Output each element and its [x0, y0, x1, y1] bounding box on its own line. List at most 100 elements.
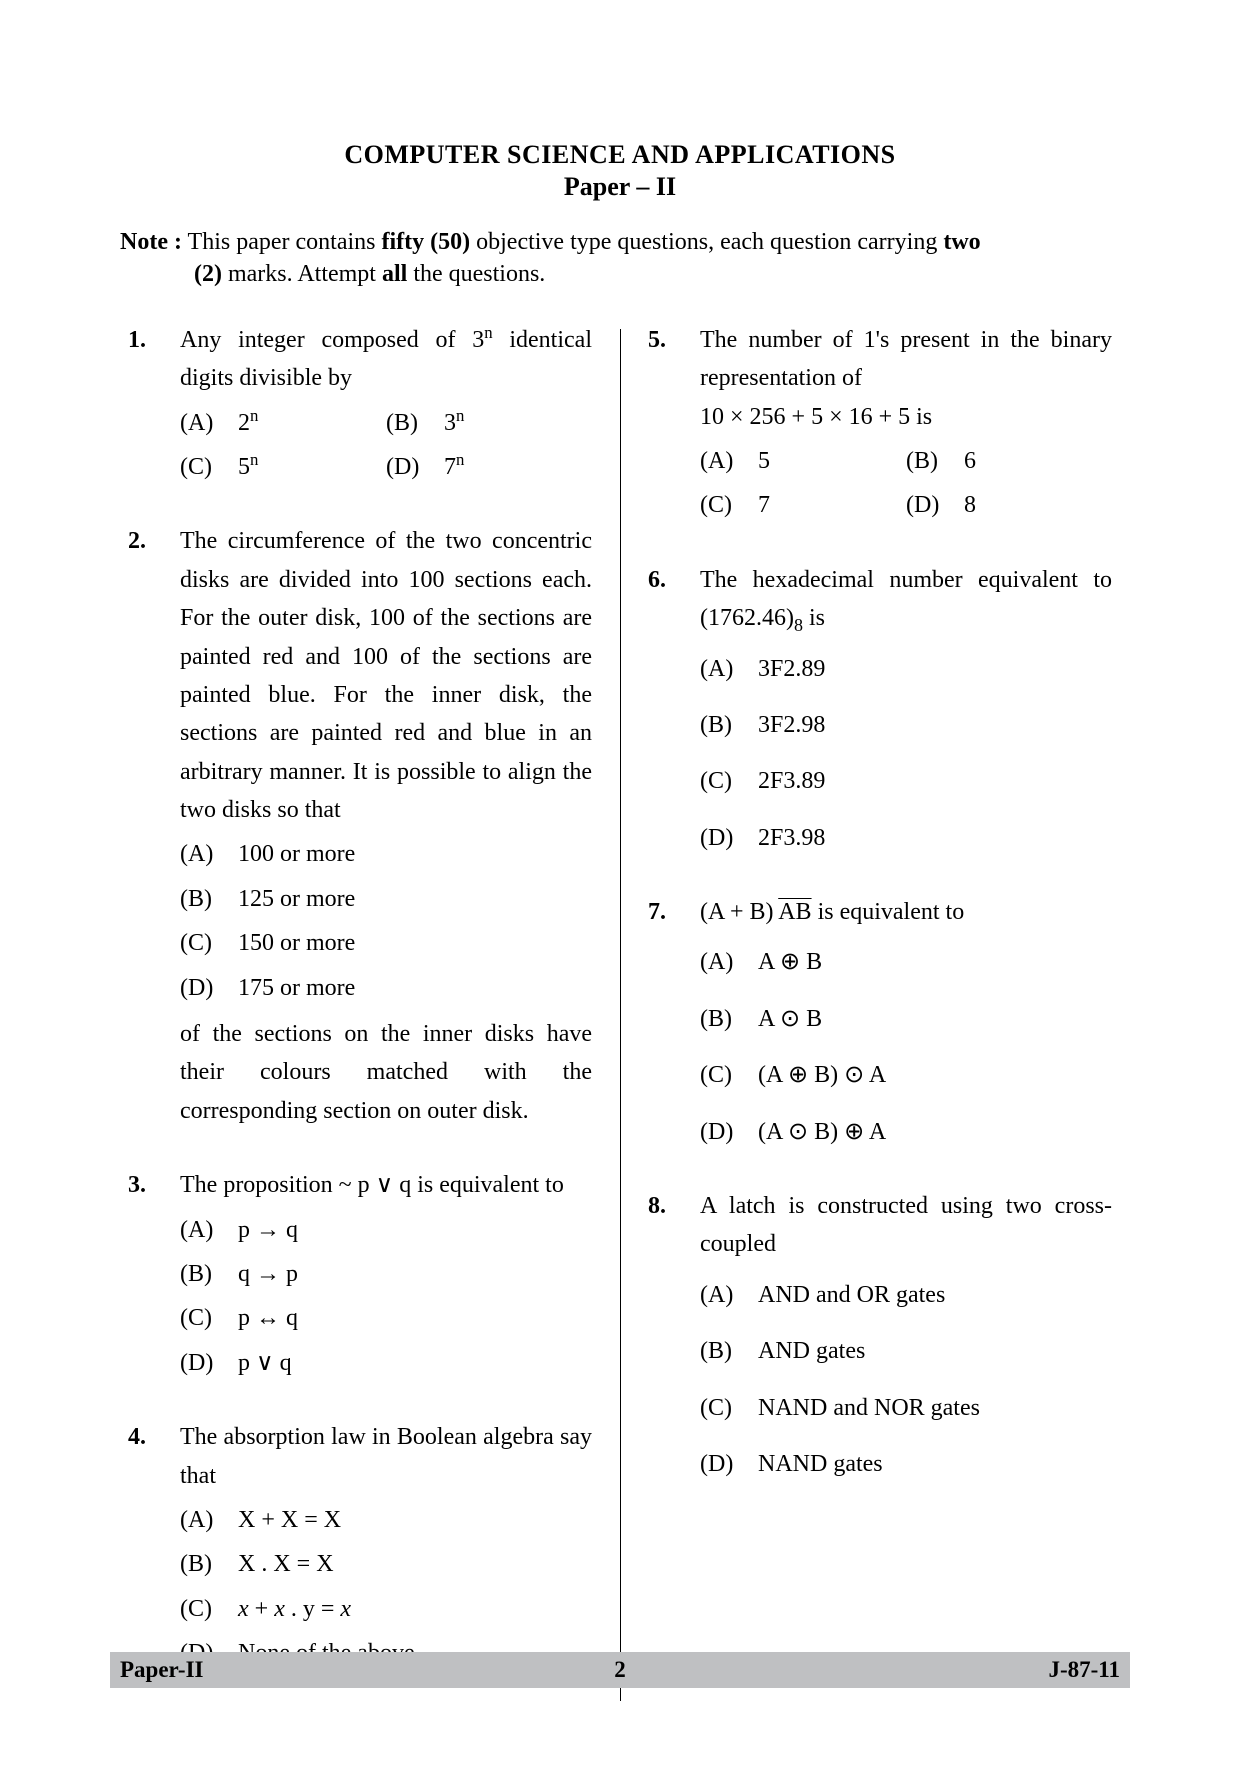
option: (D) 175 or more — [180, 969, 592, 1007]
option-text: A ⊙ B — [758, 1000, 822, 1038]
option-label: (B) — [700, 1000, 744, 1038]
options: (A) 2n (B)3n (C) 5n (D) 7n — [180, 404, 592, 487]
question: 5.The number of 1's present in the binar… — [648, 321, 1112, 525]
option-text: p ↔ q — [238, 1299, 298, 1337]
option: (B)125 or more — [180, 880, 592, 918]
option-text: X + X = X — [238, 1501, 341, 1539]
options: (A)3F2.89 (B) 3F2.98 (C) 2F3.89 (D) 2F3.98 — [700, 650, 1112, 858]
option-label: (C) — [180, 448, 224, 486]
option-label: (A) — [700, 650, 744, 688]
option: (A)X + X = X — [180, 1501, 592, 1539]
question-stem: The absorption law in Boolean algebra sa… — [180, 1418, 592, 1495]
question-number: 4. — [128, 1418, 180, 1672]
question-number: 1. — [128, 321, 180, 487]
question-stem: Any integer composed of 3n identical dig… — [180, 321, 592, 398]
question-stem: (A + B) AB is equivalent to — [700, 893, 1112, 931]
question-body: The circumference of the two concentric … — [180, 522, 592, 1130]
option-label: (A) — [700, 1276, 744, 1314]
option-text: 150 or more — [238, 924, 355, 962]
option: (B) A ⊙ B — [700, 1000, 1112, 1038]
option-label: (A) — [180, 1211, 224, 1249]
option: (D) 7n — [386, 448, 592, 486]
option: (D)NAND gates — [700, 1445, 1112, 1483]
option-label: (D) — [700, 819, 744, 857]
option-label: (A) — [180, 404, 224, 442]
option: (B)3n — [386, 404, 592, 442]
option-text: 5 — [758, 442, 770, 480]
option: (B)AND gates — [700, 1332, 1112, 1370]
question: 3.The proposition ~ p ∨ q is equivalent … — [128, 1166, 592, 1382]
option-label: (B) — [700, 706, 744, 744]
option: (B)q → p — [180, 1255, 592, 1293]
option-text: 175 or more — [238, 969, 355, 1007]
option: (C)x + x . y = x — [180, 1590, 592, 1628]
options: (A)5(B)6(C)7(D)8 — [700, 442, 1112, 525]
paper-title: COMPUTER SCIENCE AND APPLICATIONS — [110, 140, 1130, 170]
options: (A)AND and OR gates(B)AND gates(C)NAND a… — [700, 1276, 1112, 1484]
option-text: X . X = X — [238, 1545, 334, 1583]
option-label: (D) — [906, 486, 950, 524]
option-text: p ∨ q — [238, 1344, 292, 1382]
option-label: (D) — [180, 1344, 224, 1382]
question-body: The proposition ~ p ∨ q is equivalent to… — [180, 1166, 592, 1382]
option-label: (D) — [700, 1113, 744, 1151]
question-body: (A + B) AB is equivalent to(A)A ⊕ B(B)A … — [700, 893, 1112, 1151]
option-text: 3F2.98 — [758, 706, 825, 744]
option-label: (D) — [386, 448, 430, 486]
option: (D)(A ⊙ B) ⊕ A — [700, 1113, 1112, 1151]
question: 4.The absorption law in Boolean algebra … — [128, 1418, 592, 1672]
option-text: (A ⊕ B) ⊙ A — [758, 1056, 886, 1094]
option: (C)(A ⊕ B) ⊙ A — [700, 1056, 1112, 1094]
note-line2: (2) marks. Attempt all the questions. — [120, 258, 1120, 290]
note-text-2b: marks. Attempt — [222, 261, 382, 287]
question-number: 5. — [648, 321, 700, 525]
note-label: Note : — [120, 229, 182, 255]
left-column: 1.Any integer composed of 3n identical d… — [110, 321, 620, 1709]
footer-left: Paper-II — [120, 1657, 203, 1683]
note-text-1c: objective type questions, each question … — [470, 229, 943, 255]
option-label: (D) — [180, 969, 224, 1007]
options: (A)p → q(B)q → p(C)p ↔ q(D)p ∨ q — [180, 1211, 592, 1383]
question-number: 7. — [648, 893, 700, 1151]
footer-right: J-87-11 — [1048, 1657, 1120, 1683]
question-body: The hexadecimal number equivalent to (17… — [700, 561, 1112, 857]
question: 6.The hexadecimal number equivalent to (… — [648, 561, 1112, 857]
option-text: 2n — [238, 404, 258, 442]
question-columns: 1.Any integer composed of 3n identical d… — [110, 321, 1130, 1709]
option-label: (B) — [180, 1545, 224, 1583]
note-text-2d: the questions. — [407, 261, 545, 287]
question-stem: The proposition ~ p ∨ q is equivalent to — [180, 1166, 592, 1204]
option-text: q → p — [238, 1255, 298, 1293]
option-label: (A) — [700, 943, 744, 981]
paper-subtitle: Paper – II — [110, 172, 1130, 202]
options: (A)X + X = X (B) X . X = X (C)x + x . y = x… — [180, 1501, 592, 1673]
instruction-note: Note : This paper contains fifty (50) ob… — [120, 226, 1120, 291]
option: (D)8 — [906, 486, 1112, 524]
option-text: NAND and NOR gates — [758, 1389, 980, 1427]
option: (A)3F2.89 — [700, 650, 1112, 688]
option-text: 5n — [238, 448, 258, 486]
option: (B) X . X = X — [180, 1545, 592, 1583]
column-divider — [620, 329, 621, 1701]
option-text: AND and OR gates — [758, 1276, 945, 1314]
page-footer: Paper-II 2 J-87-11 — [110, 1652, 1130, 1688]
question-stem: The hexadecimal number equivalent to (17… — [700, 561, 1112, 638]
option: (A)100 or more — [180, 835, 592, 873]
note-text-1a: This paper contains — [182, 229, 382, 255]
option-text: AND gates — [758, 1332, 865, 1370]
option-text: p → q — [238, 1211, 298, 1249]
option: (A) 2n — [180, 404, 386, 442]
option-text: 2F3.89 — [758, 762, 825, 800]
question-body: The number of 1's present in the binary … — [700, 321, 1112, 525]
option-label: (C) — [700, 762, 744, 800]
option-label: (A) — [180, 835, 224, 873]
question-body: The absorption law in Boolean algebra sa… — [180, 1418, 592, 1672]
option-label: (D) — [700, 1445, 744, 1483]
option-label: (C) — [700, 486, 744, 524]
option-text: 7n — [444, 448, 464, 486]
question-trail: of the sections on the inner disks have … — [180, 1015, 592, 1130]
question-body: Any integer composed of 3n identical dig… — [180, 321, 592, 487]
question: 1.Any integer composed of 3n identical d… — [128, 321, 592, 487]
option: (C)150 or more — [180, 924, 592, 962]
option-text: 2F3.98 — [758, 819, 825, 857]
